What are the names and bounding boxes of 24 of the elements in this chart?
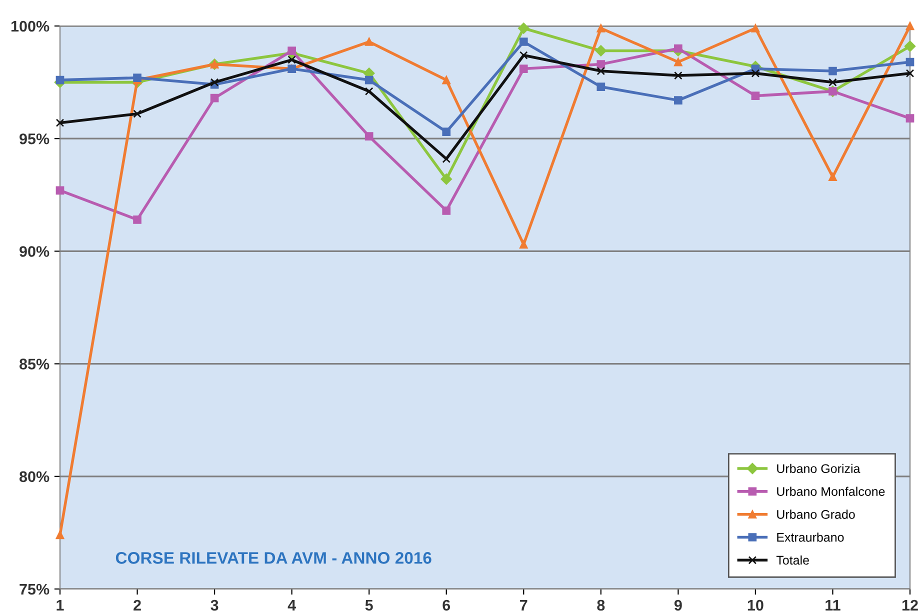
y-tick-label: 85% [19,358,50,370]
y-tick-label: 80% [19,471,50,482]
x-tick-label: 9 [674,600,682,611]
x-tick-label: 8 [597,600,605,611]
x-tick-label: 11 [826,600,840,610]
x-tick-label: 1 [56,600,64,610]
y-tick-label: 75% [20,584,50,595]
x-tick-label: 4 [288,600,296,610]
y-tick-label: 95% [20,133,50,144]
y-tick-label: 90% [20,246,50,257]
x-tick-label: 12 [902,600,918,610]
x-tick-label: 6 [442,600,450,611]
legend-label: Urbano Grado [777,510,855,519]
legend-label: Urbano Monfalcone [777,486,885,496]
y-tick-label: 100% [11,20,50,32]
legend-label: Totale [776,555,809,565]
x-tick-label: 10 [748,600,764,611]
x-tick-label: 5 [365,600,373,611]
annotation: CORSE RILEVATE DA AVM - ANNO 2016 [116,552,432,564]
x-tick-label: 3 [210,600,218,611]
x-tick-label: 7 [520,600,528,610]
x-tick-label: 2 [134,600,141,610]
legend-label: Urbano Gorizia [777,464,860,474]
legend-label: Extraurbano [777,532,844,542]
